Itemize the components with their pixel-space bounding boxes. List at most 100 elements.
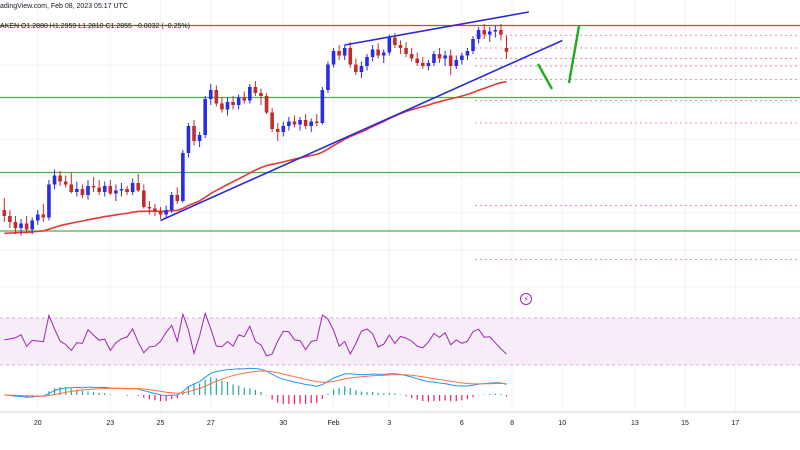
candle-body — [52, 175, 57, 185]
candle-body — [287, 121, 291, 126]
x-tick-label: 15 — [681, 420, 689, 427]
macd-panel — [4, 367, 508, 405]
signal-line — [4, 370, 507, 397]
candle-body — [114, 190, 118, 194]
x-tick-label: Feb — [327, 420, 339, 427]
candle-body — [331, 51, 336, 65]
x-tick-label: 3 — [387, 420, 391, 427]
candle-body — [253, 87, 258, 93]
candle-body — [13, 222, 18, 228]
candle-body — [426, 63, 431, 66]
candle-body — [186, 126, 191, 153]
candle-body — [203, 99, 207, 135]
candle-body — [465, 51, 470, 56]
ma-line — [4, 80, 507, 235]
candle-body — [2, 210, 7, 216]
candle-body — [460, 55, 464, 60]
candle-body — [387, 37, 392, 53]
candle-body — [80, 189, 85, 195]
rsi-band — [0, 318, 800, 365]
candle-body — [108, 186, 113, 194]
candle-body — [136, 183, 141, 191]
horizontal-levels — [0, 24, 800, 260]
candle-body — [421, 63, 425, 66]
candle-body — [8, 216, 12, 222]
x-tick-label: 8 — [510, 420, 514, 427]
candle-body — [58, 175, 62, 182]
candle-body — [181, 153, 185, 201]
candle-body — [19, 223, 23, 228]
candle-body — [225, 102, 230, 110]
candle-body — [142, 190, 146, 207]
candle-body — [86, 186, 90, 195]
macd-line — [4, 367, 507, 398]
candle-body — [393, 37, 397, 45]
moving-average — [4, 80, 507, 235]
candle-body — [102, 186, 107, 192]
ohlc-readout: AKEN O1.2880 H1.2959 L1.2810 C1.2855 −0.… — [0, 23, 190, 30]
candle-body — [275, 129, 280, 132]
candle-body — [432, 54, 436, 63]
x-tick-label: 17 — [731, 420, 739, 427]
candle-body — [125, 189, 129, 192]
candle-body — [35, 214, 40, 221]
candle-body — [220, 103, 224, 110]
forecast-arrow-up — [567, 25, 581, 84]
candle-body — [47, 184, 51, 218]
candle-body — [175, 195, 180, 201]
candle-body — [119, 189, 124, 191]
trend-lines — [160, 11, 563, 222]
candle-body — [248, 87, 252, 101]
candle-body — [493, 30, 498, 32]
x-tick-label: 13 — [631, 420, 639, 427]
candle-body — [292, 121, 297, 125]
candle-body — [454, 60, 459, 66]
candle-body — [298, 120, 302, 125]
candle-body — [404, 48, 408, 54]
x-tick-label: 20 — [34, 420, 42, 427]
candle-body — [359, 66, 364, 72]
candle-body — [164, 210, 168, 215]
candle-body — [448, 55, 453, 66]
rsi-line — [4, 311, 507, 357]
x-tick-label: 6 — [460, 420, 464, 427]
candle-body — [398, 45, 403, 48]
candle-body — [348, 48, 353, 65]
candle-body — [91, 186, 96, 188]
x-tick-label: 10 — [558, 420, 566, 427]
candle-body — [314, 121, 319, 123]
candle-body — [320, 90, 325, 123]
candle-body — [264, 96, 269, 113]
candle-body — [376, 49, 380, 56]
candle-body — [169, 195, 174, 210]
candle-body — [197, 135, 202, 141]
candle-body — [242, 97, 247, 101]
candlesticks — [2, 24, 509, 236]
x-tick-label: 30 — [279, 420, 287, 427]
candle-body — [504, 48, 509, 52]
candle-body — [437, 54, 442, 59]
x-tick-label: 25 — [157, 420, 165, 427]
candle-body — [342, 48, 347, 56]
candle-body — [147, 207, 152, 209]
candle-body — [365, 57, 369, 66]
candle-body — [30, 220, 34, 230]
x-tick-label: 27 — [207, 420, 215, 427]
lightning-icon[interactable]: ⚡ — [520, 293, 532, 305]
candle-body — [97, 187, 101, 192]
forecast-arrow-down — [536, 63, 554, 90]
candle-body — [270, 112, 274, 129]
candle-body — [41, 214, 46, 218]
candle-body — [281, 126, 286, 132]
candle-body — [499, 30, 503, 35]
candle-body — [415, 58, 420, 63]
candle-body — [69, 184, 74, 192]
candle-body — [303, 120, 308, 126]
candle-body — [236, 97, 241, 105]
candle-body — [130, 183, 135, 192]
candle-body — [487, 31, 492, 35]
candle-body — [370, 49, 375, 57]
candle-body — [326, 64, 330, 90]
candle-body — [354, 64, 358, 72]
